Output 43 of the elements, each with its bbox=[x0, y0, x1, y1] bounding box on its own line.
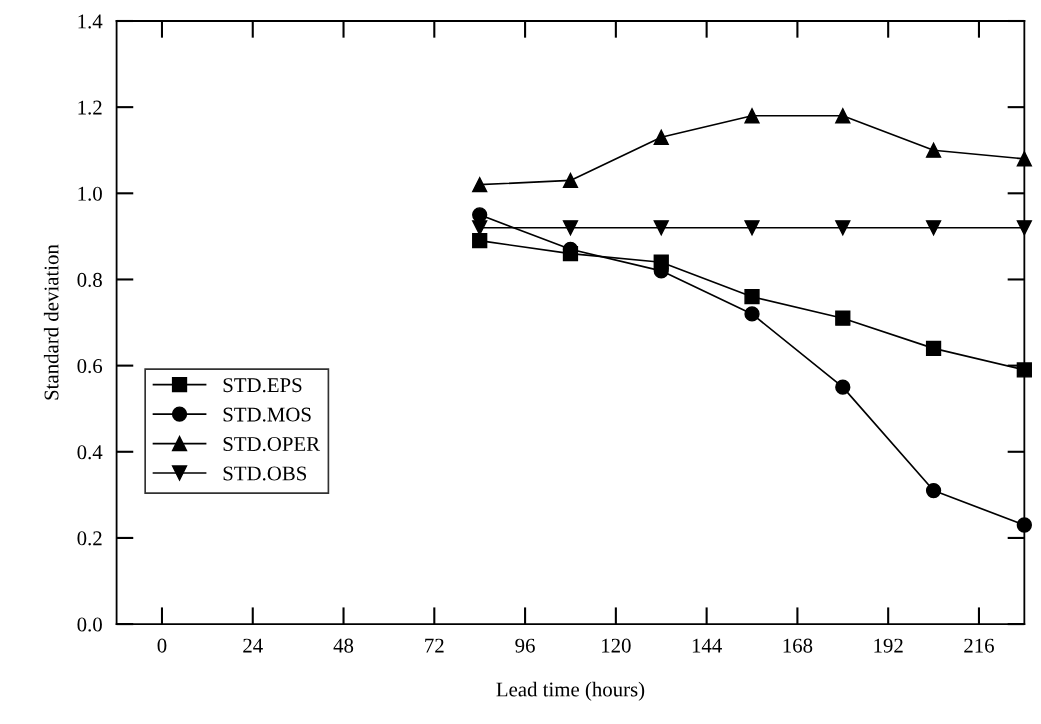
x-tick-label: 216 bbox=[964, 638, 994, 653]
point bbox=[472, 233, 488, 249]
y-tick-label: 0.4 bbox=[77, 445, 103, 460]
x-tick-label: 168 bbox=[783, 638, 813, 653]
x-tick-label: 96 bbox=[515, 638, 535, 653]
legend-label: STD.EPS bbox=[223, 378, 302, 393]
y-tick-label: 0.6 bbox=[77, 358, 103, 374]
point bbox=[744, 220, 760, 236]
x-tick-label: 192 bbox=[874, 638, 903, 653]
point bbox=[744, 306, 760, 322]
point bbox=[562, 220, 579, 236]
x-axis-title: Lead time (hours) bbox=[496, 681, 645, 701]
x-tick-label: 0 bbox=[157, 638, 167, 653]
point bbox=[744, 108, 760, 124]
point bbox=[835, 220, 851, 236]
legend-label: STD.OPER bbox=[223, 437, 321, 452]
point bbox=[1016, 362, 1032, 378]
point bbox=[653, 129, 669, 145]
x-tick-label: 72 bbox=[425, 638, 444, 653]
y-tick-label: 0.2 bbox=[77, 531, 102, 546]
legend-label: STD.OBS bbox=[223, 466, 307, 481]
x-tick-label: 24 bbox=[243, 638, 263, 653]
x-tick-label: 120 bbox=[602, 638, 631, 653]
point bbox=[472, 177, 488, 193]
point bbox=[562, 172, 579, 189]
legend-label: STD.MOS bbox=[223, 407, 311, 422]
point bbox=[835, 310, 851, 326]
point bbox=[835, 108, 851, 124]
y-tick-label: 1.2 bbox=[78, 100, 102, 115]
point bbox=[653, 220, 669, 236]
point bbox=[925, 482, 942, 499]
point bbox=[835, 379, 851, 395]
x-tick-label: 144 bbox=[692, 638, 722, 653]
y-tick-label: 0.8 bbox=[77, 272, 102, 287]
y-tick-label: 0.0 bbox=[77, 617, 102, 632]
x-tick-label: 48 bbox=[333, 638, 354, 653]
point bbox=[925, 220, 942, 236]
y-axis-title: Standard deviation bbox=[43, 244, 59, 400]
y-tick-label: 1.0 bbox=[78, 186, 102, 201]
point bbox=[925, 142, 942, 158]
y-tick-label: 1.4 bbox=[78, 14, 103, 29]
point bbox=[925, 340, 942, 357]
point bbox=[744, 289, 760, 305]
